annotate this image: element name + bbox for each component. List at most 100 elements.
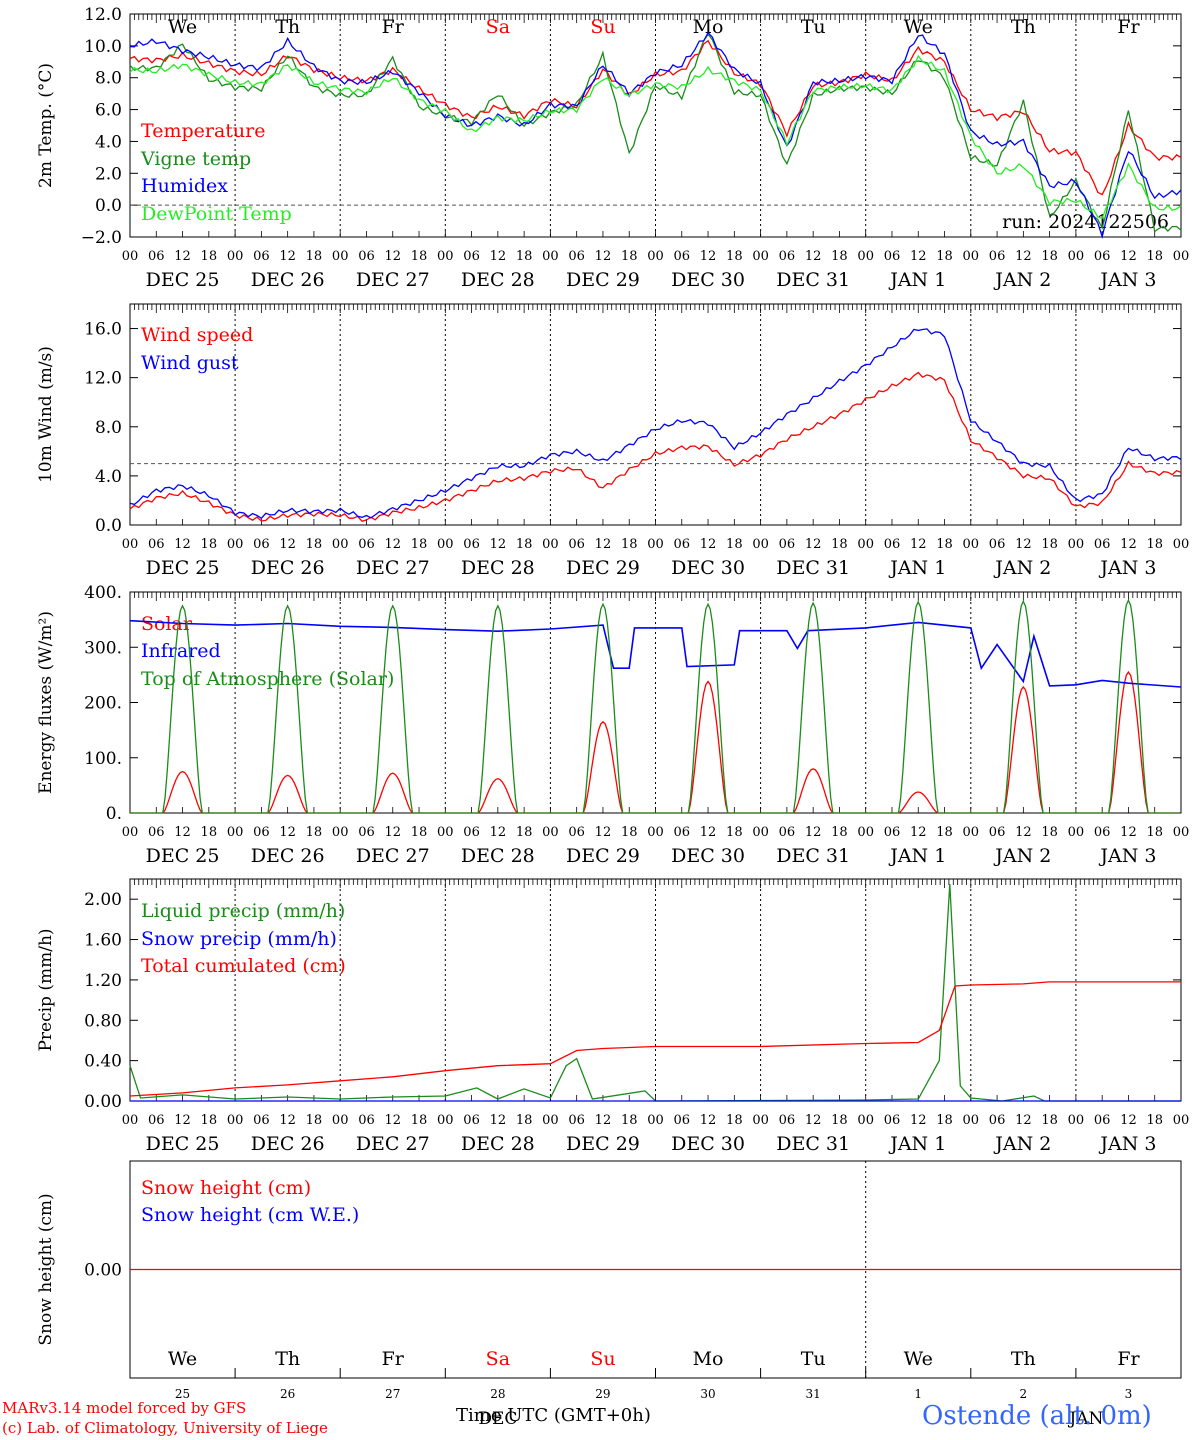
date-label-wind: DEC 27 xyxy=(356,557,430,579)
day-number-label: 2 xyxy=(1020,1387,1028,1401)
hour-label-precip: 06 xyxy=(1094,1113,1111,1128)
hour-label-energy: 00 xyxy=(437,825,454,840)
hour-label-temp: 00 xyxy=(332,249,349,264)
hour-label-temp: 12 xyxy=(490,249,507,264)
hour-label-precip: 18 xyxy=(201,1113,218,1128)
hour-label-temp: 12 xyxy=(279,249,296,264)
hour-label-wind: 06 xyxy=(463,537,480,552)
hour-label-temp: 12 xyxy=(174,249,191,264)
y-tick-label-precip: 2.00 xyxy=(84,890,122,910)
date-label-precip: DEC 28 xyxy=(461,1133,535,1155)
y-tick-label-energy: 300. xyxy=(84,638,122,658)
date-label-energy: DEC 29 xyxy=(566,845,640,867)
date-label-energy: DEC 26 xyxy=(251,845,325,867)
hour-label-energy: 00 xyxy=(1068,825,1085,840)
weekday-label: Tu xyxy=(801,16,826,38)
hour-label-precip: 18 xyxy=(516,1113,533,1128)
hour-label-wind: 06 xyxy=(1094,537,1111,552)
hour-label-energy: 12 xyxy=(384,825,401,840)
hour-label-wind: 06 xyxy=(253,537,270,552)
hour-label-energy: 00 xyxy=(647,825,664,840)
hour-label-energy: 18 xyxy=(516,825,533,840)
weekday-label-bottom: Tu xyxy=(801,1348,826,1370)
hour-label-wind: 12 xyxy=(1015,537,1032,552)
hour-label-temp: 12 xyxy=(1120,249,1137,264)
hour-label-energy: 18 xyxy=(306,825,323,840)
y-tick-label-energy: 400. xyxy=(84,583,122,603)
hour-label-precip: 00 xyxy=(1173,1113,1190,1128)
hour-label-temp: 18 xyxy=(726,249,743,264)
hour-label-wind: 12 xyxy=(174,537,191,552)
hour-label-temp: 06 xyxy=(884,249,901,264)
hour-label-precip: 00 xyxy=(963,1113,980,1128)
legend-snow-0: Snow height (cm) xyxy=(141,1177,311,1199)
hour-label-temp: 18 xyxy=(201,249,218,264)
date-label-precip: DEC 31 xyxy=(776,1133,850,1155)
hour-label-energy: 12 xyxy=(279,825,296,840)
series-line-temp-3 xyxy=(129,54,1182,219)
legend-wind-1: Wind gust xyxy=(141,352,239,374)
date-label-wind: JAN 2 xyxy=(993,557,1051,579)
y-tick-label-temp: 8.0 xyxy=(95,69,122,89)
hour-label-wind: 18 xyxy=(831,537,848,552)
hour-label-energy: 12 xyxy=(1120,825,1137,840)
day-number-label: 26 xyxy=(280,1387,295,1401)
y-tick-label-wind: 0.0 xyxy=(95,516,122,536)
date-label-wind: DEC 28 xyxy=(461,557,535,579)
y-tick-label-wind: 16.0 xyxy=(84,320,122,340)
hour-label-temp: 12 xyxy=(1015,249,1032,264)
hour-label-energy: 12 xyxy=(490,825,507,840)
hour-label-precip: 06 xyxy=(779,1113,796,1128)
hour-label-energy: 18 xyxy=(936,825,953,840)
hour-label-energy: 00 xyxy=(227,825,244,840)
hour-label-precip: 12 xyxy=(384,1113,401,1128)
hour-label-energy: 06 xyxy=(674,825,691,840)
hour-label-energy: 18 xyxy=(411,825,428,840)
hour-label-temp: 18 xyxy=(1041,249,1058,264)
hour-label-wind: 06 xyxy=(148,537,165,552)
hour-label-wind: 18 xyxy=(516,537,533,552)
legend-precip-1: Snow precip (mm/h) xyxy=(141,928,337,950)
y-tick-label-precip: 1.20 xyxy=(84,971,122,991)
hour-label-precip: 06 xyxy=(253,1113,270,1128)
date-label-temp: JAN 2 xyxy=(993,269,1051,291)
hour-label-wind: 18 xyxy=(201,537,218,552)
hour-label-temp: 06 xyxy=(779,249,796,264)
hour-label-precip: 00 xyxy=(332,1113,349,1128)
date-label-energy: DEC 27 xyxy=(356,845,430,867)
y-tick-label-temp: 0.0 xyxy=(95,196,122,216)
series-line-temp-0 xyxy=(129,39,1182,196)
hour-label-energy: 12 xyxy=(595,825,612,840)
date-label-temp: JAN 3 xyxy=(1098,269,1156,291)
y-tick-label-energy: 200. xyxy=(84,694,122,714)
hour-label-wind: 06 xyxy=(989,537,1006,552)
hour-label-temp: 18 xyxy=(936,249,953,264)
date-label-wind: JAN 3 xyxy=(1098,557,1156,579)
hour-label-wind: 00 xyxy=(542,537,559,552)
hour-label-energy: 00 xyxy=(542,825,559,840)
hour-label-temp: 18 xyxy=(621,249,638,264)
hour-label-precip: 00 xyxy=(122,1113,139,1128)
hour-label-energy: 18 xyxy=(726,825,743,840)
weekday-label: We xyxy=(168,16,197,38)
series-line-wind-1 xyxy=(129,328,1182,520)
hour-label-temp: 00 xyxy=(963,249,980,264)
legend-temp-0: Temperature xyxy=(141,120,265,142)
hour-label-energy: 12 xyxy=(805,825,822,840)
legend-temp-1: Vigne temp xyxy=(140,148,251,170)
y-axis-label-precip: Precip (mm/h) xyxy=(36,928,56,1051)
day-number-label: 30 xyxy=(700,1387,715,1401)
hour-label-wind: 00 xyxy=(227,537,244,552)
date-label-precip: JAN 3 xyxy=(1098,1133,1156,1155)
hour-label-precip: 06 xyxy=(568,1113,585,1128)
weekday-label: Su xyxy=(590,16,615,38)
date-label-temp: DEC 26 xyxy=(251,269,325,291)
hour-label-precip: 18 xyxy=(1041,1113,1058,1128)
date-label-energy: DEC 25 xyxy=(146,845,220,867)
weekday-label-bottom: Fr xyxy=(1117,1348,1140,1370)
hour-label-precip: 00 xyxy=(647,1113,664,1128)
hour-label-precip: 18 xyxy=(411,1113,428,1128)
y-axis-label-snow: Snow height (cm) xyxy=(36,1193,56,1345)
hour-label-precip: 12 xyxy=(595,1113,612,1128)
